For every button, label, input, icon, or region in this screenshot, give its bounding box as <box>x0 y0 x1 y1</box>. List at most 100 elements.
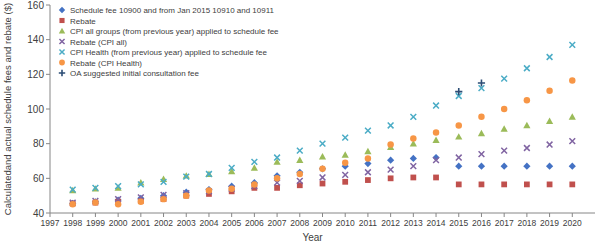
point <box>523 122 530 128</box>
point <box>365 169 371 175</box>
point <box>365 128 371 134</box>
x-tick <box>50 213 51 217</box>
point <box>274 155 280 161</box>
legend-label: Schedule fee 10900 and from Jan 2015 109… <box>70 6 275 15</box>
point <box>93 185 99 191</box>
x-tick <box>186 213 187 217</box>
y-tick <box>46 213 50 214</box>
point <box>183 192 189 198</box>
point <box>92 199 98 205</box>
x-tick <box>436 213 437 217</box>
x-tick <box>95 213 96 217</box>
point <box>183 193 189 199</box>
legend-label: Rebate <box>70 17 96 26</box>
plot-area <box>69 42 576 208</box>
point <box>501 148 507 154</box>
x-tick-label: 2010 <box>336 218 355 228</box>
x-tick-label: 2005 <box>222 218 241 228</box>
y-tick <box>46 74 50 75</box>
x-tick <box>231 213 232 217</box>
point <box>410 163 416 169</box>
point <box>501 125 508 131</box>
point <box>319 166 325 172</box>
point <box>342 179 348 185</box>
legend-marker <box>59 39 64 44</box>
x-tick <box>458 213 459 217</box>
point <box>205 170 212 176</box>
x-tick-label: 2019 <box>540 218 559 228</box>
point <box>547 54 553 60</box>
point <box>251 159 257 165</box>
chart: 4060801001201401601997199819992000200120… <box>0 0 600 245</box>
legend-marker <box>59 70 65 76</box>
y-tick-label: 40 <box>33 208 45 219</box>
point <box>320 181 326 187</box>
point <box>410 114 416 120</box>
point <box>274 175 280 181</box>
legend: Schedule fee 10900 and from Jan 2015 109… <box>59 6 279 78</box>
point <box>501 182 507 188</box>
x-tick-label: 2011 <box>359 218 378 228</box>
legend-marker <box>59 49 64 54</box>
point <box>455 163 462 170</box>
x-tick-label: 2018 <box>517 218 536 228</box>
x-tick <box>572 213 573 217</box>
point <box>569 113 576 119</box>
x-tick-label: 2008 <box>290 218 309 228</box>
series-3 <box>70 138 575 205</box>
x-tick <box>277 213 278 217</box>
x-tick-label: 1997 <box>41 218 60 228</box>
point <box>524 65 530 71</box>
y-tick-label: 60 <box>33 173 45 184</box>
x-tick-label: 2007 <box>268 218 287 228</box>
point <box>569 42 575 48</box>
x-tick <box>322 213 323 217</box>
point <box>115 183 121 189</box>
x-tick <box>299 213 300 217</box>
x-tick-label: 2002 <box>154 218 173 228</box>
point <box>93 200 99 206</box>
point <box>160 196 166 202</box>
series-5 <box>69 77 575 207</box>
point <box>479 151 485 157</box>
point <box>342 172 348 178</box>
y-tick-label: 120 <box>27 69 44 80</box>
x-tick <box>526 213 527 217</box>
x-tick <box>163 213 164 217</box>
point <box>433 129 439 135</box>
x-tick-label: 2017 <box>495 218 514 228</box>
point <box>342 151 349 157</box>
y-tick-label: 100 <box>27 104 44 115</box>
point <box>456 122 462 128</box>
point <box>524 182 530 188</box>
x-tick-label: 2000 <box>109 218 128 228</box>
point <box>410 135 416 141</box>
point <box>433 157 439 163</box>
y-tick <box>46 109 50 110</box>
x-axis-title: Year <box>302 232 323 243</box>
point <box>433 103 439 109</box>
point <box>569 77 575 83</box>
legend-label: OA suggested initial consultation fee <box>70 69 200 78</box>
point <box>546 118 553 124</box>
point <box>274 185 280 191</box>
series-6 <box>455 79 485 95</box>
point <box>479 182 485 188</box>
x-tick <box>504 213 505 217</box>
x-tick <box>140 213 141 217</box>
point <box>387 141 393 147</box>
point <box>569 138 575 144</box>
point <box>523 163 530 170</box>
point <box>138 198 144 204</box>
legend-label: CPI all groups (from previous year) appl… <box>70 27 279 36</box>
point <box>455 88 462 95</box>
y-axis-title: Calculatedand actual schedule fees and r… <box>2 3 13 215</box>
point <box>138 182 144 188</box>
legend-marker <box>59 28 65 34</box>
x-tick <box>413 213 414 217</box>
point <box>115 201 121 207</box>
x-tick <box>118 213 119 217</box>
point <box>161 196 167 202</box>
legend-marker <box>59 18 64 23</box>
point <box>251 181 257 187</box>
